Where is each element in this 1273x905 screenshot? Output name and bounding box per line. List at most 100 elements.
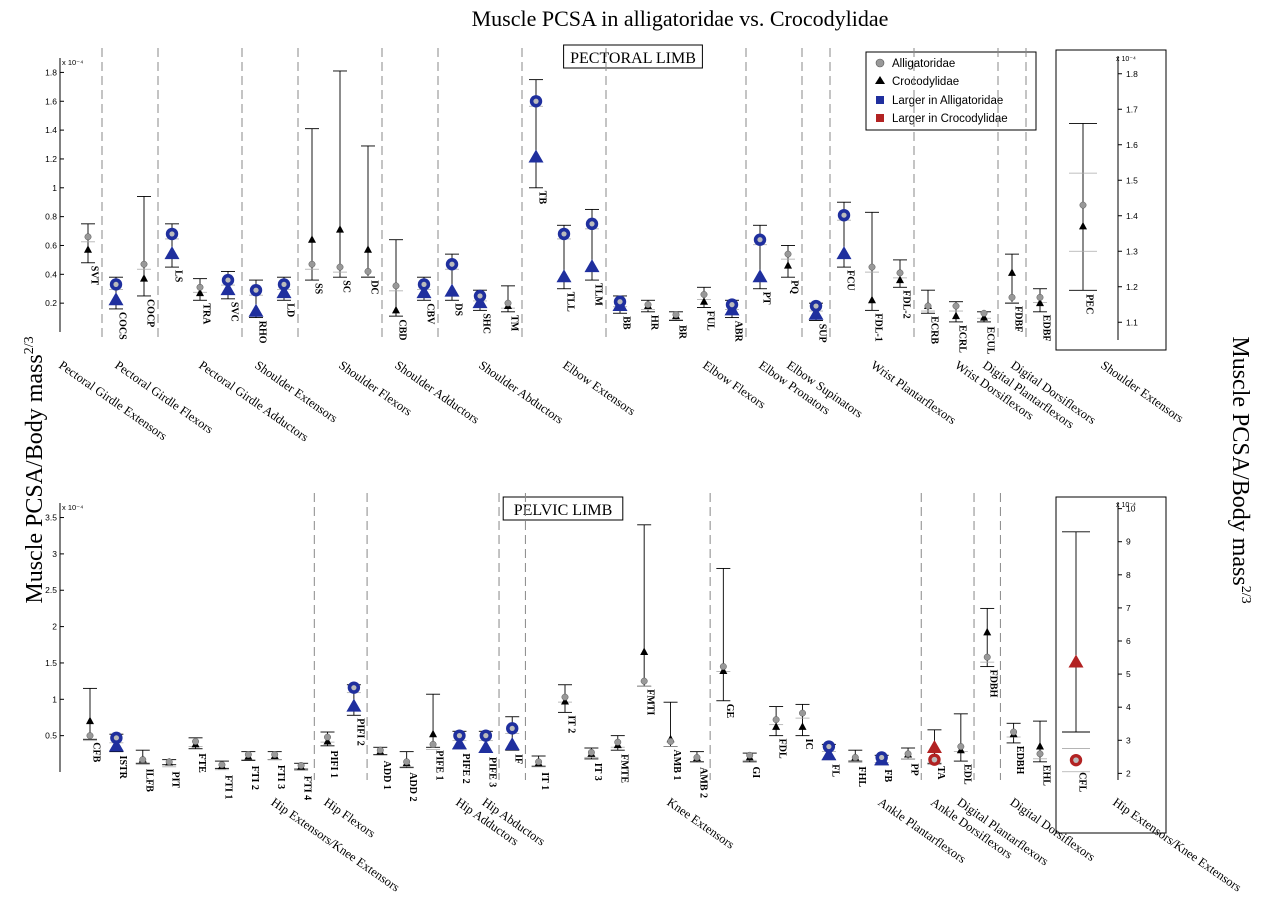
crocodylidae-point-highlight	[416, 285, 432, 299]
legend-entry-larger-alligatoridae: Larger in Alligatoridae	[892, 95, 1003, 107]
muscle-add-2: ADD 2	[399, 751, 418, 801]
muscle-tll: TLL	[556, 224, 576, 312]
muscle-label: PIFI 2	[354, 718, 365, 746]
alligatoridae-point	[644, 301, 652, 309]
group-label-pectoral-girdle-adductors: Pectoral Girdle Adductors	[196, 358, 311, 444]
alligatoridae-point	[308, 260, 316, 268]
alligatoridae-point	[1073, 757, 1079, 763]
muscle-cocs: COCS	[108, 276, 128, 340]
muscle-label: FDL-2	[901, 290, 912, 318]
muscle-label: TM	[509, 315, 520, 332]
alligatoridae-point	[165, 758, 173, 766]
muscle-fti-4: FTI 4	[294, 762, 313, 800]
muscle-fdl: FDL	[769, 706, 788, 759]
y-tick-label: 0.5	[45, 731, 57, 741]
muscle-label: FTI 3	[275, 765, 286, 789]
muscle-pq: PQ	[781, 245, 800, 294]
muscle-svc: SVC	[220, 270, 240, 322]
alligatoridae-point	[196, 283, 204, 291]
muscle-ecul: ECUL	[977, 309, 996, 355]
muscle-label: SS	[313, 283, 324, 295]
alligatoridae-point	[192, 738, 200, 745]
y-tick-label: 2	[52, 622, 57, 632]
muscle-cfb: CFB	[83, 687, 102, 763]
muscle-label: TLL	[565, 292, 576, 312]
muscle-label: FUL	[705, 311, 716, 331]
muscle-it-2: IT 2	[558, 684, 577, 733]
alligatoridae-point	[587, 748, 595, 756]
muscle-edbh: EDBH	[1006, 722, 1025, 774]
muscle-label: TB	[537, 191, 548, 205]
muscle-tra: TRA	[193, 278, 212, 325]
crocodylidae-point	[1008, 268, 1016, 276]
inset-scale-label: x 10⁻⁴	[1116, 56, 1136, 63]
muscle-label: FDL-1	[873, 313, 884, 341]
muscle-label: SUP	[817, 324, 828, 343]
muscle-fti-3: FTI 3	[267, 751, 286, 789]
alligatoridae-point	[813, 303, 819, 309]
crocodylidae-point-highlight	[926, 740, 942, 754]
alligatoridae-point	[533, 98, 539, 104]
muscle-ss: SS	[305, 128, 324, 295]
muscle-istr: ISTR	[108, 731, 128, 780]
muscle-label: EDBF	[1041, 315, 1052, 342]
alligatoridae-point	[980, 309, 988, 317]
alligatoridae-point	[449, 261, 455, 267]
alligatoridae-point	[392, 282, 400, 290]
muscle-amb-1: AMB 1	[663, 701, 682, 780]
crocodylidae-point-highlight	[584, 259, 600, 273]
muscle-label: FHL	[856, 766, 867, 787]
y-axis-scale-label: x 10⁻⁴	[62, 503, 83, 512]
crocodylidae-point	[952, 311, 960, 320]
muscle-label: FL	[829, 764, 840, 777]
group-label-elbow-extensors: Elbow Extensors	[560, 358, 638, 418]
inset-y-tick-label: 1.5	[1126, 175, 1138, 185]
muscle-fti-1: FTI 1	[214, 760, 233, 799]
legend-entry-crocodylidae: Crocodylidae	[892, 76, 959, 88]
alligatoridae-point	[1010, 728, 1018, 736]
svg-text:Muscle PCSA/Body mass2/3: Muscle PCSA/Body mass2/3	[22, 336, 48, 603]
muscle-label: PIFE 3	[486, 757, 497, 787]
svg-text:Muscle PCSA/Body mass2/3: Muscle PCSA/Body mass2/3	[1227, 336, 1253, 603]
muscle-label: SHC	[481, 313, 492, 334]
muscle-label: PP	[909, 764, 920, 776]
alligatoridae-point	[1036, 293, 1044, 301]
crocodylidae-point	[323, 736, 332, 745]
inset-y-tick-label: 3	[1126, 735, 1131, 745]
muscle-label: ADD 1	[381, 761, 392, 790]
group-label-digital-dorsiflexors: Digital Dorsiflexors	[1007, 795, 1097, 864]
inset-y-tick-label: 1.4	[1126, 211, 1138, 221]
crocodylidae-point	[1079, 221, 1087, 230]
alligatoridae-point	[504, 299, 512, 307]
muscle-svt: SVT	[81, 223, 100, 286]
alligatoridae-point	[667, 738, 675, 745]
crocodylidae-point	[798, 722, 807, 730]
crocodylidae-point	[983, 627, 992, 636]
alligatoridae-point	[784, 250, 792, 258]
crocodylidae-point	[980, 313, 988, 321]
crocodylidae-point	[700, 297, 708, 305]
inset-muscle-label: PEC	[1084, 294, 1095, 314]
legend: Alligatoridae Crocodylidae Larger in All…	[865, 51, 1037, 131]
alligatoridae-point	[351, 685, 357, 691]
muscle-tm: TM	[501, 285, 520, 332]
muscle-rho: RHO	[248, 279, 268, 344]
alligatoridae-point	[693, 754, 701, 761]
muscle-ful: FUL	[697, 286, 716, 331]
inset-y-tick-label: 2	[1126, 768, 1131, 778]
legend-box	[865, 51, 1037, 131]
muscle-label: ECRL	[957, 325, 968, 353]
y-tick-label: 3	[52, 549, 57, 559]
y-tick-label: 0.8	[45, 212, 57, 222]
alligatoridae-point	[429, 740, 437, 748]
inset-pec: x 10⁻⁴ 1.1 1.2 1.3 1.4 1.5 1.6 1.7 1.8 PEC Shoulde…	[1055, 49, 1186, 425]
inset-y-tick-label: 1.1	[1126, 317, 1138, 327]
muscle-pifi-1: PIFI 1	[320, 731, 339, 778]
muscle-label: ECRB	[929, 316, 940, 344]
crocodylidae-point	[1036, 298, 1044, 307]
muscle-label: PT	[761, 292, 772, 305]
muscle-pp: PP	[901, 747, 920, 776]
muscle-label: IT 1	[539, 772, 550, 790]
y-tick-label: 1.4	[45, 125, 57, 135]
crocodylidae-point	[640, 647, 649, 656]
